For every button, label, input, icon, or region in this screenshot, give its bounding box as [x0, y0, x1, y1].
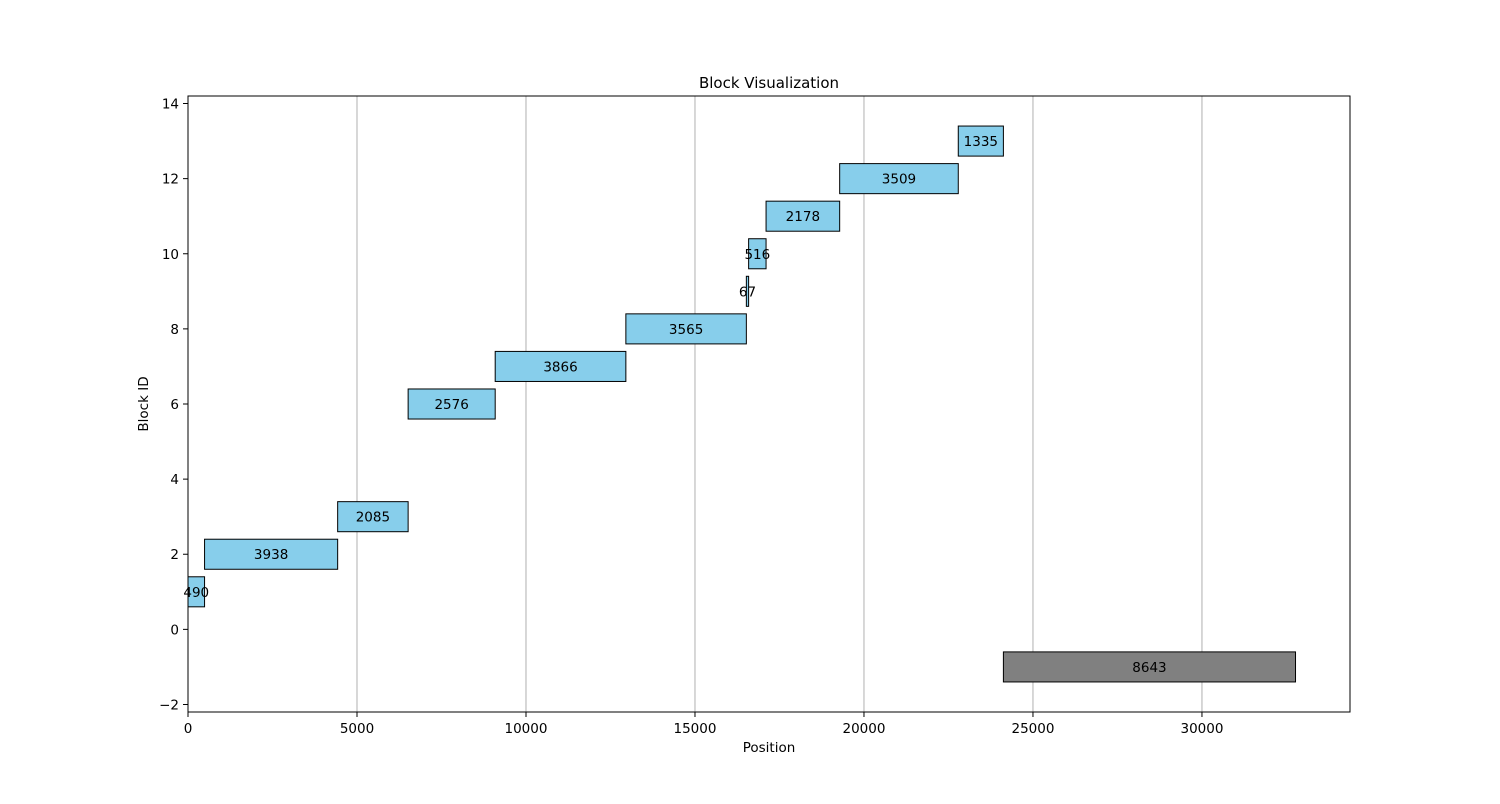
block-bar	[745, 275, 750, 307]
block-bar	[204, 538, 339, 570]
block-size-label: 8643	[1132, 660, 1166, 676]
block-bar	[494, 350, 627, 382]
chart-title: Block Visualization	[699, 74, 839, 92]
x-tick-label: 10000	[505, 721, 548, 737]
block-bar	[748, 238, 767, 270]
y-tick-label: 8	[170, 322, 179, 338]
block-bar	[407, 388, 496, 420]
x-axis-ticks: 0 5000 10000 15000 20000 25000 30000	[184, 712, 1223, 737]
y-tick-label: 0	[170, 622, 179, 638]
block-size-label: 3565	[669, 322, 703, 338]
block-size-label: 1335	[964, 134, 998, 150]
x-tick-label: 20000	[842, 721, 885, 737]
y-tick-label: 14	[162, 97, 179, 113]
x-tick-label: 15000	[674, 721, 717, 737]
y-axis-label: Block ID	[136, 376, 152, 431]
block-bar	[957, 125, 1004, 157]
block-size-label: 490	[183, 585, 209, 601]
x-tick-label: 30000	[1180, 721, 1223, 737]
block-size-label: 2085	[356, 510, 390, 526]
block-size-label: 3509	[882, 172, 916, 188]
block-size-label: 2576	[434, 397, 468, 413]
block-size-label: 2178	[786, 209, 820, 225]
x-tick-label: 25000	[1011, 721, 1054, 737]
block-bar	[839, 163, 959, 195]
x-tick-label: 0	[184, 721, 193, 737]
y-tick-label: −2	[159, 697, 179, 713]
x-axis-label: Position	[743, 740, 796, 756]
x-tick-label: 5000	[340, 721, 374, 737]
block-size-label: 516	[744, 247, 770, 263]
block-size-label: 3866	[543, 359, 577, 375]
block-bar	[765, 200, 841, 232]
y-axis-ticks: −2 0 2 4 6 8 10 12 14	[159, 97, 188, 713]
bars: 490 3938 2085 2576 3866 3565 67 516 2178 3509 1335…	[183, 125, 1297, 683]
y-tick-label: 12	[162, 172, 179, 188]
y-tick-label: 6	[170, 397, 179, 413]
block-bar	[625, 313, 747, 345]
free-block-bar	[1002, 651, 1297, 683]
block-size-label: 3938	[254, 547, 288, 563]
y-tick-label: 4	[170, 472, 179, 488]
y-tick-label: 10	[162, 247, 179, 263]
block-bar	[337, 501, 409, 533]
y-tick-label: 2	[170, 547, 179, 563]
block-size-label: 67	[739, 284, 756, 300]
